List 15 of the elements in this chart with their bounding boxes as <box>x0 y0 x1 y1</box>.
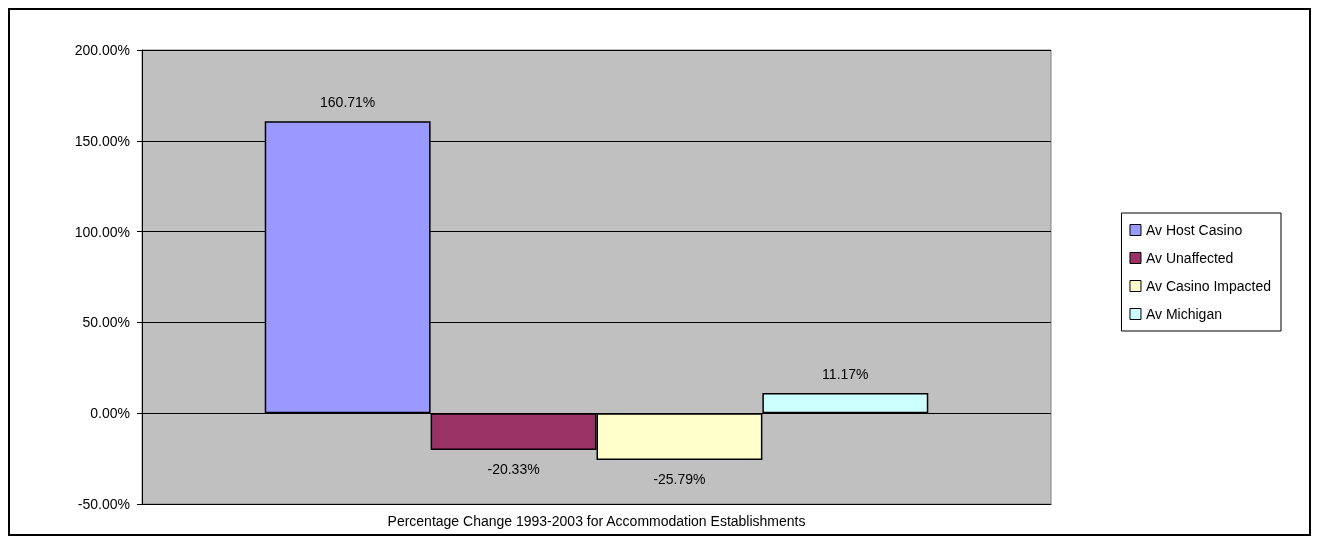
y-tick-label: -50.00% <box>77 496 130 512</box>
legend-label: Av Unaffected <box>1145 250 1234 266</box>
data-label: 11.17% <box>822 365 869 382</box>
y-tick-label: 100.00% <box>74 223 130 240</box>
y-tick-label: 150.00% <box>74 132 130 149</box>
x-tick-label: Percentage Change 1993-2003 for Accommodation Establishments <box>387 513 806 529</box>
data-label: -20.33% <box>487 461 540 478</box>
y-tick-label: 50.00% <box>82 314 130 331</box>
y-tick-label: 0.00% <box>90 405 130 422</box>
data-label: 160.71% <box>320 94 376 111</box>
legend-label: Av Michigan <box>1145 306 1222 322</box>
legend-label: Av Casino Impacted <box>1145 278 1271 294</box>
data-label: -25.79% <box>653 471 706 488</box>
legend-label: Av Host Casino <box>1145 222 1243 238</box>
y-tick-label: 200.00% <box>74 42 130 58</box>
